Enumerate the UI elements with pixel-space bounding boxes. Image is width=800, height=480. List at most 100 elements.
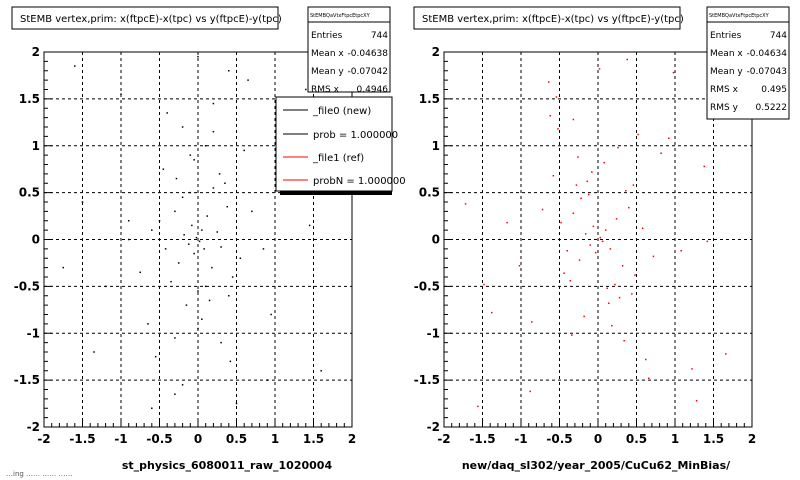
right-panel: StEMB vertex,prim: x(ftpcE)-x(tpc) vs y(… xyxy=(413,6,790,472)
left-point-0-44 xyxy=(166,112,168,114)
right-ytick-label-0: -2 xyxy=(427,420,440,434)
right-stats-label-0: Entries xyxy=(710,31,742,41)
right-point-0-40 xyxy=(623,340,625,342)
left-point-0-30 xyxy=(239,257,242,259)
right-point-0-33 xyxy=(591,171,593,173)
right-point-0-17 xyxy=(569,280,572,282)
right-stats-frame xyxy=(706,6,790,120)
right-point-0-35 xyxy=(583,315,585,318)
right-ytick-label-8: 2 xyxy=(432,45,440,59)
right-xtick-label-6: 1 xyxy=(671,432,679,446)
right-point-0-13 xyxy=(615,218,618,220)
left-point-0-51 xyxy=(104,285,107,288)
right-xtick-label-5: 0.5 xyxy=(626,432,647,446)
left-xaxis-label: st_physics_6080011_raw_1020004 xyxy=(122,459,333,472)
right-point-0-9 xyxy=(599,236,602,239)
right-point-0-11 xyxy=(604,229,607,231)
left-point-0-68 xyxy=(228,70,230,72)
left-point-0-5 xyxy=(188,243,190,245)
right-point-0-49 xyxy=(703,165,706,168)
right-point-0-32 xyxy=(631,293,633,295)
right-xtick-label-2: -1 xyxy=(514,432,527,446)
right-point-0-63 xyxy=(598,68,601,70)
left-point-0-63 xyxy=(235,402,238,405)
right-xtick-label-4: 0 xyxy=(594,432,602,446)
left-point-0-41 xyxy=(220,341,222,344)
legend-frame xyxy=(275,96,393,192)
right-point-0-25 xyxy=(608,302,610,304)
left-point-0-46 xyxy=(243,149,245,152)
right-ytick-label-1: -1.5 xyxy=(414,373,440,387)
left-ytick-label-1: -1.5 xyxy=(14,373,40,387)
right-point-0-5 xyxy=(589,244,592,246)
left-point-0-40 xyxy=(174,337,176,339)
right-stats-label-4: RMS y xyxy=(710,103,739,113)
right-title: StEMB vertex,prim: x(ftpcE)-x(tpc) vs y(… xyxy=(422,14,684,25)
left-ytick-label-7: 1.5 xyxy=(19,92,40,106)
left-point-0-67 xyxy=(174,393,176,395)
right-point-0-41 xyxy=(557,128,559,130)
right-xtick-label-1: -1.5 xyxy=(469,432,495,446)
right-point-0-30 xyxy=(541,208,544,211)
right-point-0-65 xyxy=(626,58,629,61)
left-xtick-label-7: 1.5 xyxy=(303,432,324,446)
right-point-0-68 xyxy=(706,240,709,243)
left-point-0-21 xyxy=(197,290,199,292)
left-point-0-74 xyxy=(181,384,184,386)
left-point-0-38 xyxy=(189,154,192,156)
left-point-0-34 xyxy=(162,168,165,170)
right-point-0-20 xyxy=(606,287,608,289)
right-point-0-55 xyxy=(668,137,670,139)
right-point-0-0 xyxy=(560,221,562,224)
right-point-0-42 xyxy=(637,133,639,136)
left-point-0-72 xyxy=(93,351,95,353)
left-stats-label-1: Mean x xyxy=(311,49,344,59)
left-point-0-2 xyxy=(174,210,176,213)
left-xtick-label-1: -1.5 xyxy=(69,432,95,446)
left-stats-value-2: -0.07042 xyxy=(348,67,388,77)
left-point-0-71 xyxy=(308,224,311,227)
right-stats-label-1: Mean x xyxy=(710,49,743,59)
right-point-0-46 xyxy=(531,321,533,323)
right-point-0-62 xyxy=(695,400,698,402)
left-stats-label-0: Entries xyxy=(311,31,343,41)
right-point-0-8 xyxy=(597,238,599,241)
legend-label-0: _file0 (new) xyxy=(312,106,371,117)
left-point-0-29 xyxy=(151,229,153,231)
left-title-box xyxy=(11,6,279,30)
left-point-0-4 xyxy=(183,234,185,236)
right-point-0-34 xyxy=(603,161,605,164)
left-point-0-64 xyxy=(74,65,76,67)
left-point-0-58 xyxy=(266,379,269,381)
right-point-0-47 xyxy=(680,250,682,252)
right-point-0-3 xyxy=(578,259,581,261)
left-point-0-54 xyxy=(320,370,322,372)
left-ytick-label-4: 0 xyxy=(32,233,40,247)
left-xtick-label-5: 0.5 xyxy=(226,432,247,446)
right-stats-value-1: -0.04634 xyxy=(747,49,788,59)
left-point-0-17 xyxy=(231,276,234,278)
left-stats-value-1: -0.04638 xyxy=(348,49,389,59)
left-point-0-60 xyxy=(247,79,249,81)
right-point-0-31 xyxy=(563,272,565,274)
left-point-0-13 xyxy=(211,266,213,269)
left-point-0-55 xyxy=(62,266,64,269)
right-point-0-21 xyxy=(614,283,616,286)
left-ytick-label-6: 1 xyxy=(32,139,40,153)
left-point-0-22 xyxy=(204,285,207,288)
left-point-0-48 xyxy=(262,248,265,250)
right-point-0-43 xyxy=(549,115,552,117)
right-point-0-37 xyxy=(577,156,579,158)
left-point-0-7 xyxy=(193,252,195,255)
right-point-0-61 xyxy=(477,405,479,408)
left-point-0-45 xyxy=(229,360,232,363)
left-point-0-3 xyxy=(178,262,180,264)
right-point-0-28 xyxy=(641,227,644,229)
right-point-0-27 xyxy=(552,175,555,177)
left-point-0-66 xyxy=(197,55,199,58)
footer-fragment: …ing …… …… …… xyxy=(6,470,73,478)
right-title-box xyxy=(413,6,681,30)
left-stats-name: StEMBQaVtxFtpcEtpcXY xyxy=(310,13,371,19)
right-stats-value-4: 0.5222 xyxy=(756,103,788,113)
legend-label-3: probN = 1.000000 xyxy=(313,176,406,187)
